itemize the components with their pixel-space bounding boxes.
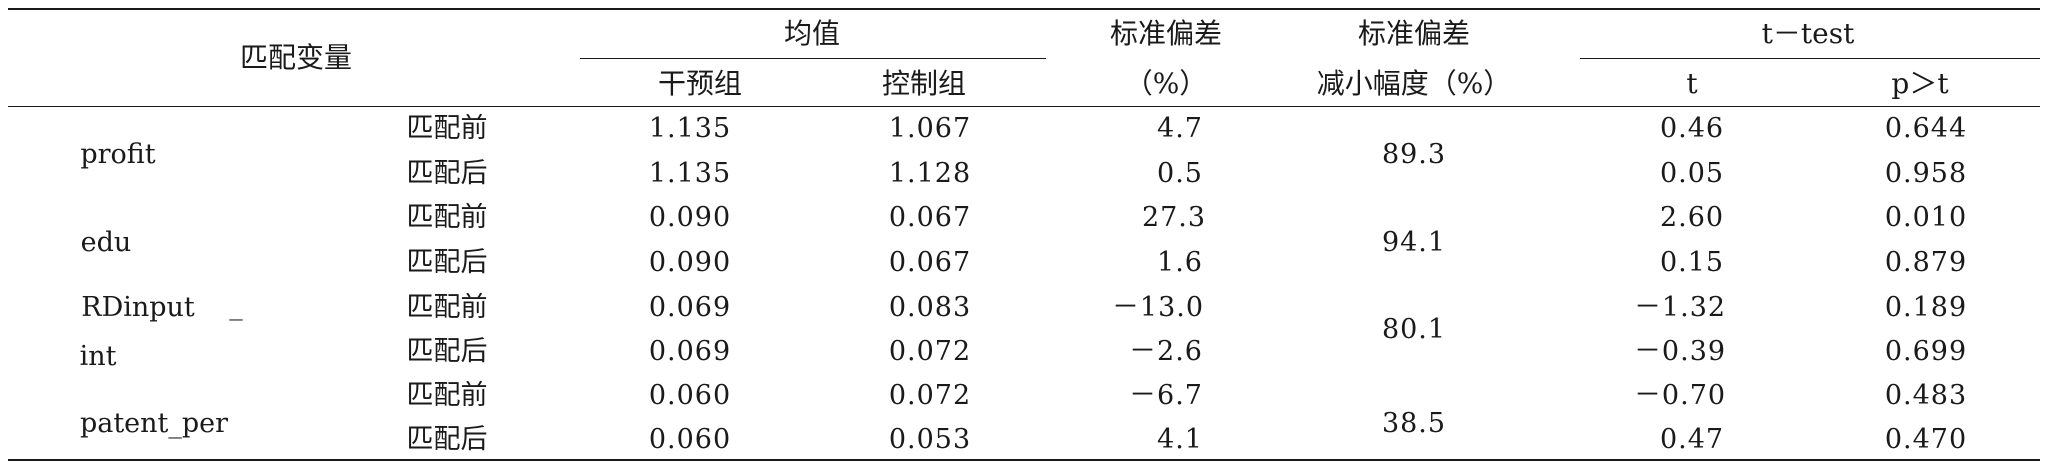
control-value: 0.053 xyxy=(888,424,972,455)
stage-label: 匹配前 xyxy=(406,113,488,144)
header-control: 控制组 xyxy=(881,67,967,100)
treat-value: 1.135 xyxy=(648,113,732,144)
p-value: 0.470 xyxy=(1884,424,1968,455)
header-treat: 干预组 xyxy=(657,67,743,100)
control-value: 0.067 xyxy=(888,202,972,233)
p-value: 0.958 xyxy=(1884,158,1968,189)
var-name: patent_per xyxy=(79,408,229,439)
header-bottom-rule xyxy=(8,106,2040,107)
t-value: 2.60 xyxy=(1659,202,1725,233)
control-value: 0.072 xyxy=(888,336,972,367)
stage-label: 匹配后 xyxy=(406,158,488,189)
treat-value: 0.069 xyxy=(648,292,732,323)
mean-group-underline xyxy=(580,58,1046,59)
t-value: －1.32 xyxy=(1633,292,1727,323)
p-value: 0.644 xyxy=(1884,113,1968,144)
stage-label: 匹配前 xyxy=(406,380,488,411)
reduction-value: 80.1 xyxy=(1381,314,1447,345)
reduction-value: 89.3 xyxy=(1381,139,1447,170)
bottom-rule xyxy=(8,459,2040,461)
reduction-value: 94.1 xyxy=(1381,227,1447,258)
control-value: 1.067 xyxy=(888,113,972,144)
control-value: 0.067 xyxy=(888,247,972,278)
header-p: p＞t xyxy=(1891,67,1949,100)
stage-label: 匹配后 xyxy=(406,247,488,278)
p-value: 0.010 xyxy=(1884,202,1968,233)
t-value: －0.70 xyxy=(1633,380,1727,411)
header-var-label: 匹配变量 xyxy=(239,41,353,74)
control-value: 0.072 xyxy=(888,380,972,411)
header-std-bias-line2: （%） xyxy=(1124,67,1208,100)
top-rule xyxy=(8,8,2040,10)
treat-value: 0.060 xyxy=(648,424,732,455)
treat-value: 1.135 xyxy=(648,158,732,189)
header-mean-group: 均值 xyxy=(783,17,841,50)
var-name-suffix: _ xyxy=(229,290,243,321)
var-name: RDinput xyxy=(81,292,195,323)
bias-value: 0.5 xyxy=(1157,158,1203,189)
treat-value: 0.090 xyxy=(648,247,732,278)
bias-value: 4.1 xyxy=(1157,424,1203,455)
t-value: 0.47 xyxy=(1659,424,1725,455)
treat-value: 0.090 xyxy=(648,202,732,233)
bias-value: －13.0 xyxy=(1111,292,1205,323)
bias-value: －6.7 xyxy=(1129,380,1203,411)
var-name: edu xyxy=(80,227,132,258)
stage-label: 匹配前 xyxy=(406,292,488,323)
stage-label: 匹配前 xyxy=(406,202,488,233)
control-value: 0.083 xyxy=(888,292,972,323)
t-value: －0.39 xyxy=(1633,336,1727,367)
t-value: 0.15 xyxy=(1659,247,1725,278)
p-value: 0.879 xyxy=(1884,247,1968,278)
var-name: profit xyxy=(80,139,156,170)
bias-value: 4.7 xyxy=(1157,113,1203,144)
bias-value: 27.3 xyxy=(1141,202,1207,233)
var-name-line2: int xyxy=(79,341,117,372)
p-value: 0.483 xyxy=(1884,380,1968,411)
bias-value: －2.6 xyxy=(1129,336,1203,367)
reduction-value: 38.5 xyxy=(1381,408,1447,439)
header-std-bias-line1: 标准偏差 xyxy=(1109,17,1223,50)
stage-label: 匹配后 xyxy=(406,424,488,455)
stage-label: 匹配后 xyxy=(406,336,488,367)
treat-value: 0.060 xyxy=(648,380,732,411)
t-value: 0.46 xyxy=(1659,113,1725,144)
header-reduction-line2: 减小幅度（%） xyxy=(1316,67,1512,100)
bias-value: 1.6 xyxy=(1157,247,1203,278)
ttest-group-underline xyxy=(1580,58,2040,59)
p-value: 0.189 xyxy=(1884,292,1968,323)
header-reduction-line1: 标准偏差 xyxy=(1357,17,1471,50)
t-value: 0.05 xyxy=(1659,158,1725,189)
p-value: 0.699 xyxy=(1884,336,1968,367)
header-t: t xyxy=(1686,67,1698,100)
control-value: 1.128 xyxy=(888,158,972,189)
treat-value: 0.069 xyxy=(648,336,732,367)
header-ttest-group: t－test xyxy=(1761,17,1855,50)
